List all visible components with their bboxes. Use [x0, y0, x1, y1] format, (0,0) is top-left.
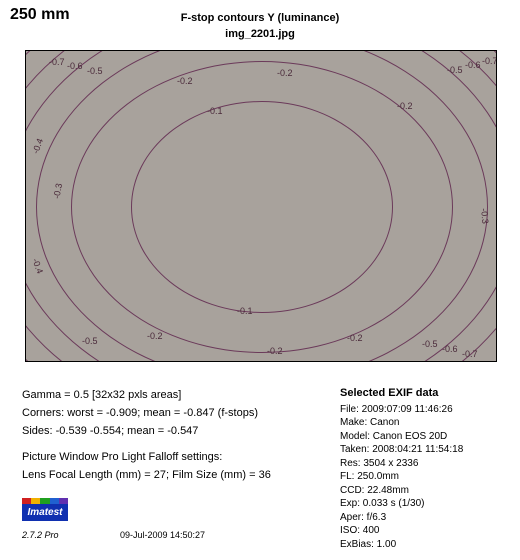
analysis-info: Gamma = 0.5 [32x32 pxls areas] Corners: … [22, 388, 322, 486]
exif-aper: Aper: f/6.3 [340, 511, 505, 525]
exif-ccd: CCD: 22.48mm [340, 484, 505, 498]
gamma-line: Gamma = 0.5 [32x32 pxls areas] [22, 388, 322, 404]
exif-res: Res: 3504 x 2336 [340, 457, 505, 471]
exif-file: File: 2009:07:09 11:46:26 [340, 403, 505, 417]
contour-label: -0.5 [86, 66, 104, 76]
contour-level [25, 50, 497, 362]
exif-model: Model: Canon EOS 20D [340, 430, 505, 444]
contour-label: -0.2 [266, 346, 284, 356]
contour-label: -0.3 [479, 207, 490, 225]
pw-values: Lens Focal Length (mm) = 27; Film Size (… [22, 468, 322, 484]
contour-label: -0.5 [421, 339, 439, 349]
exif-make: Make: Canon [340, 416, 505, 430]
contour-label: -0.6 [66, 61, 84, 71]
chart-title: F-stop contours Y (luminance) [0, 12, 520, 24]
contour-label: -0.1 [206, 106, 224, 116]
contour-label: -0.7 [461, 349, 479, 359]
contour-label: -0.6 [441, 344, 459, 354]
corners-line: Corners: worst = -0.909; mean = -0.847 (… [22, 406, 322, 422]
contour-label: -0.7 [48, 57, 66, 67]
contour-label: -0.2 [396, 101, 414, 111]
contour-label: -0.5 [81, 336, 99, 346]
contour-label: -0.6 [464, 60, 482, 70]
exif-fl: FL: 250.0mm [340, 470, 505, 484]
contour-label: -0.2 [346, 333, 364, 343]
contour-label: -0.1 [236, 306, 254, 316]
pw-title: Picture Window Pro Light Falloff setting… [22, 450, 322, 466]
version-label: 2.7.2 Pro [22, 530, 59, 540]
exif-exp: Exp: 0.033 s (1/30) [340, 497, 505, 511]
sides-line: Sides: -0.539 -0.554; mean = -0.547 [22, 424, 322, 440]
logo-text: Imatest [22, 504, 68, 521]
contour-label: -0.2 [176, 76, 194, 86]
exif-block: Selected EXIF data File: 2009:07:09 11:4… [340, 386, 505, 551]
exif-iso: ISO: 400 [340, 524, 505, 538]
contour-label: -0.5 [446, 65, 464, 75]
exif-exbias: ExBias: 1.00 [340, 538, 505, 552]
contour-label: -0.7 [481, 56, 497, 66]
exif-taken: Taken: 2008:04:21 11:54:18 [340, 443, 505, 457]
chart-filename: img_2201.jpg [0, 28, 520, 40]
contour-label: -0.2 [146, 331, 164, 341]
imatest-logo: Imatest [22, 498, 68, 526]
contour-label: -0.2 [276, 68, 294, 78]
contour-plot: -0.7-0.6-0.5-0.2-0.2-0.1-0.2-0.5-0.6-0.7… [25, 50, 497, 362]
timestamp: 09-Jul-2009 14:50:27 [120, 530, 205, 540]
exif-header: Selected EXIF data [340, 386, 505, 401]
